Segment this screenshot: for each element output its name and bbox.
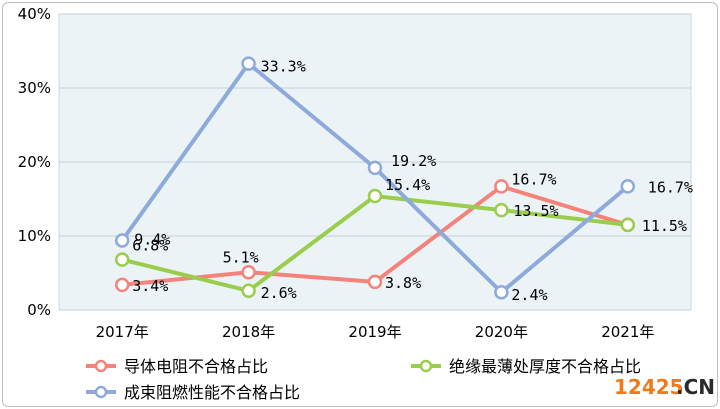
y-tick-label: 40% [18, 5, 51, 23]
data-label: 2.6% [261, 284, 297, 302]
data-label: 5.1% [223, 248, 259, 266]
x-tick-label: 2017年 [96, 323, 149, 341]
data-label: 3.8% [385, 274, 421, 292]
legend-label: 成束阻燃性能不合格占比 [124, 383, 300, 402]
x-tick-label: 2021年 [601, 323, 654, 341]
data-label: 2.4% [511, 286, 547, 304]
data-point [367, 188, 383, 204]
y-tick-label: 30% [18, 79, 51, 97]
x-tick-label: 2018年 [222, 323, 275, 341]
series-points [114, 56, 636, 300]
legend-label: 导体电阻不合格占比 [124, 357, 268, 376]
y-tick-label: 10% [18, 227, 51, 245]
data-labels: 3.4% 5.1% 3.8% 16.7% 6.8% 2.6% 15.4% 13.5% 11.5%… [132, 58, 693, 305]
legend-marker [94, 359, 108, 373]
data-point [494, 284, 509, 300]
data-label: 19.2% [391, 152, 436, 170]
legend-item: 导体电阻不合格占比 [86, 357, 268, 376]
legend-item: 绝缘最薄处厚度不合格占比 [411, 357, 641, 376]
legend-item: 成束阻燃性能不合格占比 [86, 383, 300, 402]
data-label: 15.4% [385, 176, 430, 194]
x-tick-label: 2019年 [348, 323, 401, 341]
legend-marker [419, 359, 433, 373]
data-point [114, 252, 130, 267]
data-label: 9.4% [134, 230, 170, 248]
x-tick-label: 2020年 [475, 323, 528, 341]
data-label: 33.3% [261, 58, 306, 76]
watermark-domain: .CN [676, 375, 715, 399]
y-tick-label: 0% [27, 301, 51, 319]
data-point [114, 277, 130, 293]
data-point [494, 179, 509, 194]
legend-marker [94, 385, 108, 399]
data-label: 11.5% [642, 217, 687, 235]
data-point [114, 233, 130, 248]
y-tick-label: 20% [18, 153, 51, 171]
data-point [367, 160, 383, 176]
legend-label: 绝缘最薄处厚度不合格占比 [449, 357, 641, 376]
data-label: 13.5% [513, 202, 558, 220]
data-point [367, 274, 383, 290]
data-label: 6.8% [132, 237, 168, 255]
data-point [494, 202, 509, 218]
data-point [241, 265, 256, 280]
watermark-number: 12425 [614, 375, 684, 399]
data-label: 3.4% [132, 277, 168, 295]
data-point [241, 56, 256, 71]
watermark: 12425 .CN [614, 375, 715, 399]
y-axis-ticks: 0% 10% 20% 30% 40% [18, 5, 51, 319]
data-point [620, 179, 636, 194]
data-label: 16.7% [648, 178, 693, 196]
x-axis-ticks: 2017年 2018年 2019年 2020年 2021年 [96, 323, 655, 341]
data-point [241, 283, 256, 299]
data-point [620, 217, 636, 233]
data-label: 16.7% [511, 170, 556, 188]
